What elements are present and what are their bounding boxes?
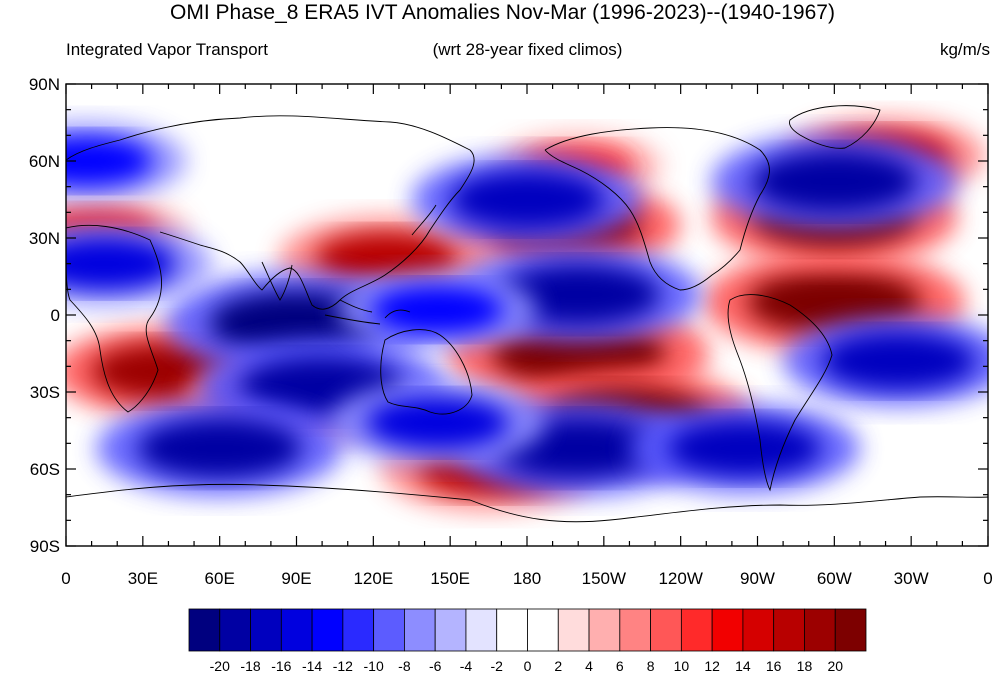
colorbar-swatch — [311, 608, 344, 652]
coastline-antarctica — [66, 483, 988, 523]
lat-tick-label: 90N — [29, 75, 60, 94]
subtitle-left: Integrated Vapor Transport — [66, 40, 268, 59]
colorbar-label: 20 — [827, 658, 843, 674]
coastline-north-america — [544, 127, 770, 291]
lat-tick-label: 30S — [30, 383, 60, 402]
axis-ticks — [65, 83, 989, 547]
colorbar-swatch — [404, 608, 436, 652]
coastline-greenland — [789, 105, 881, 149]
colorbar: -20 -18 -16 -14 -12 -10 -8 -6 -4 -2 0 2 4 6 8 10 12 14 16 1… — [188, 608, 867, 674]
lon-tick-label: 90E — [281, 569, 311, 588]
anomaly-core — [66, 237, 176, 291]
colorbar-label: -20 — [210, 658, 230, 674]
lat-tick-labels: 90N 60N 30N 0 30S 60S 90S — [29, 75, 60, 556]
colorbar-swatch — [280, 608, 313, 652]
colorbar-swatch — [711, 608, 744, 652]
colorbar-label: -10 — [364, 658, 384, 674]
colorbar-label: 18 — [797, 658, 813, 674]
lon-tick-label: 150E — [430, 569, 470, 588]
colorbar-swatch — [834, 608, 867, 652]
colorbar-label: -4 — [460, 658, 473, 674]
lat-tick-label: 60S — [30, 460, 60, 479]
colorbar-label: 14 — [735, 658, 751, 674]
lon-tick-label: 120E — [353, 569, 393, 588]
coastline-australia — [380, 329, 473, 415]
subtitle-center: (wrt 28-year fixed climos) — [432, 40, 623, 59]
colorbar-swatch — [588, 608, 621, 652]
lon-tick-label: 30E — [128, 569, 158, 588]
chart-title: OMI Phase_8 ERA5 IVT Anomalies Nov-Mar (… — [170, 1, 835, 24]
anomaly-core — [66, 136, 153, 186]
colorbar-swatch — [527, 608, 559, 652]
lat-tick-label: 90S — [30, 537, 60, 556]
colorbar-label: -16 — [271, 658, 291, 674]
colorbar-label: 2 — [554, 658, 562, 674]
colorbar-swatch — [557, 608, 590, 652]
colorbar-label: -18 — [240, 658, 260, 674]
colorbar-label: 0 — [524, 658, 532, 674]
anomaly-core — [821, 333, 976, 390]
anomaly-core — [137, 418, 302, 479]
colorbar-label: 16 — [766, 658, 782, 674]
coastline-india — [261, 261, 293, 301]
lat-tick-label: 30N — [29, 229, 60, 248]
lon-tick-label: 60E — [205, 569, 235, 588]
colorbar-label: -14 — [302, 658, 322, 674]
coastline-africa — [66, 224, 162, 413]
colorbar-label: 10 — [674, 658, 690, 674]
colorbar-swatch — [804, 608, 836, 652]
colorbar-swatch — [619, 608, 651, 652]
colorbar-swatch — [773, 608, 805, 652]
coastline-eurasia — [66, 115, 475, 310]
colorbar-label: -12 — [333, 658, 353, 674]
lat-tick-label: 0 — [51, 306, 60, 325]
anomaly-field — [66, 116, 988, 512]
lon-tick-label: 150W — [582, 569, 626, 588]
colorbar-swatch — [219, 608, 251, 652]
anomaly-core — [496, 264, 661, 325]
colorbar-label: 12 — [704, 658, 720, 674]
colorbar-swatch — [742, 608, 775, 652]
lon-tick-label: 0 — [983, 569, 992, 588]
colorbar-swatch — [342, 608, 375, 652]
lat-tick-label: 60N — [29, 152, 60, 171]
lon-tick-label: 90W — [740, 569, 775, 588]
colorbar-label: 6 — [616, 658, 624, 674]
colorbar-label: -8 — [398, 658, 411, 674]
colorbar-label: -6 — [429, 658, 442, 674]
anomaly-core — [450, 171, 604, 228]
anomaly-core — [667, 420, 822, 477]
colorbar-label: -2 — [491, 658, 504, 674]
colorbar-swatch — [434, 608, 467, 652]
anomaly-core — [365, 396, 509, 450]
colorbar-swatch — [496, 608, 528, 652]
colorbar-swatch — [465, 608, 498, 652]
units-label: kg/m/s — [939, 40, 990, 59]
colorbar-swatch — [680, 608, 713, 652]
lon-tick-labels: 0 30E 60E 90E 120E 150E 180 150W 120W 90W 60W 30W 0 — [61, 569, 992, 588]
colorbar-swatch — [373, 608, 405, 652]
lon-tick-label: 0 — [61, 569, 70, 588]
colorbar-swatch — [188, 608, 221, 652]
colorbar-label: 4 — [585, 658, 593, 674]
coastline-japan — [411, 204, 437, 236]
lon-tick-label: 30W — [894, 569, 929, 588]
coastline-indonesia — [324, 299, 411, 325]
anomaly-core — [752, 151, 917, 212]
lon-tick-label: 60W — [817, 569, 852, 588]
colorbar-swatch — [250, 608, 282, 652]
lon-tick-label: 180 — [513, 569, 541, 588]
colorbar-swatch — [650, 608, 682, 652]
coastlines — [66, 105, 988, 523]
lon-tick-label: 120W — [658, 569, 702, 588]
coastline-south-america — [727, 294, 833, 492]
anomaly-core — [370, 285, 504, 335]
colorbar-label: 8 — [647, 658, 655, 674]
